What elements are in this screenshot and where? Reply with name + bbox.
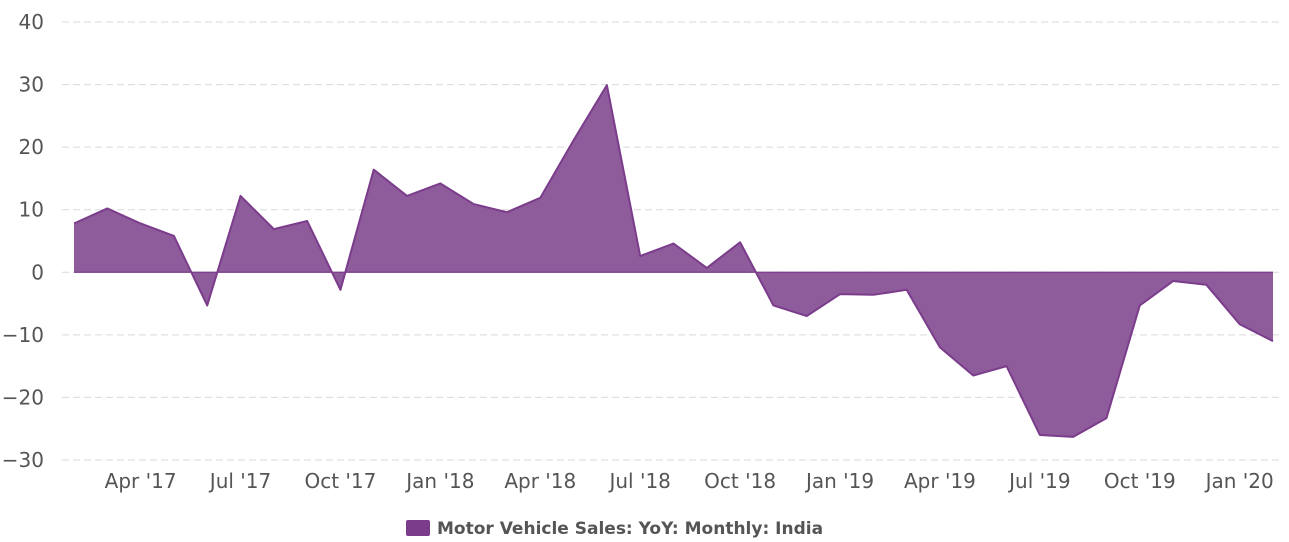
y-tick-label: 0 [31,260,44,284]
data-point[interactable] [103,204,111,212]
y-tick-label: 40 [19,10,44,34]
data-point[interactable] [70,219,78,227]
x-tick-label: Apr '17 [105,469,177,493]
data-point[interactable] [203,301,211,309]
data-point[interactable] [1136,301,1144,309]
x-tick-label: Apr '19 [904,469,976,493]
y-axis: −30 −20 −10 0 10 20 30 40 [2,10,44,472]
data-point[interactable] [1236,320,1244,328]
data-point[interactable] [936,343,944,351]
series-line [73,84,1274,438]
y-tick-label: 30 [19,73,44,97]
data-point[interactable] [670,240,678,248]
data-point[interactable] [836,290,844,298]
data-point[interactable] [370,166,378,174]
x-tick-label: Oct '17 [304,469,376,493]
data-point[interactable] [303,217,311,225]
x-axis: Apr '17 Jul '17 Oct '17 Jan '18 Apr '18 Jul '… [105,469,1274,493]
x-tick-label: Jul '18 [607,469,670,493]
y-tick-label: −20 [2,385,44,409]
x-tick-label: Oct '19 [1104,469,1176,493]
data-point[interactable] [1269,337,1277,345]
data-point[interactable] [336,286,344,294]
y-tick-label: −10 [2,323,44,347]
data-point[interactable] [903,286,911,294]
x-tick-label: Jan '19 [804,469,874,493]
data-point[interactable] [470,200,478,208]
y-tick-label: −30 [2,448,44,472]
data-point[interactable] [869,291,877,299]
data-point[interactable] [803,312,811,320]
y-tick-label: 10 [19,198,44,222]
x-tick-label: Oct '18 [704,469,776,493]
data-point[interactable] [969,372,977,380]
data-point[interactable] [603,81,611,89]
legend-swatch[interactable] [406,520,430,536]
data-point[interactable] [1169,277,1177,285]
data-point[interactable] [536,194,544,202]
legend[interactable]: Motor Vehicle Sales: YoY: Monthly: India [406,519,823,539]
x-tick-label: Jan '20 [1204,469,1274,493]
data-point[interactable] [270,225,278,233]
y-tick-label: 20 [19,135,44,159]
data-point[interactable] [503,208,511,216]
data-point[interactable] [403,192,411,200]
data-point[interactable] [769,301,777,309]
data-point[interactable] [1202,281,1210,289]
area-fill [74,85,1273,437]
data-point[interactable] [736,238,744,246]
x-tick-label: Apr '18 [504,469,576,493]
series-area [70,81,1277,441]
data-point[interactable] [237,192,245,200]
data-point[interactable] [703,264,711,272]
data-point[interactable] [137,219,145,227]
legend-label[interactable]: Motor Vehicle Sales: YoY: Monthly: India [437,519,823,539]
data-point[interactable] [1036,431,1044,439]
x-tick-label: Jan '18 [404,469,474,493]
data-point[interactable] [436,179,444,187]
data-point[interactable] [170,232,178,240]
x-tick-label: Jul '17 [208,469,271,493]
data-point[interactable] [1003,362,1011,370]
x-tick-label: Jul '19 [1007,469,1070,493]
data-point[interactable] [1069,433,1077,441]
data-point[interactable] [1102,414,1110,422]
data-point[interactable] [570,136,578,144]
data-point[interactable] [636,252,644,260]
